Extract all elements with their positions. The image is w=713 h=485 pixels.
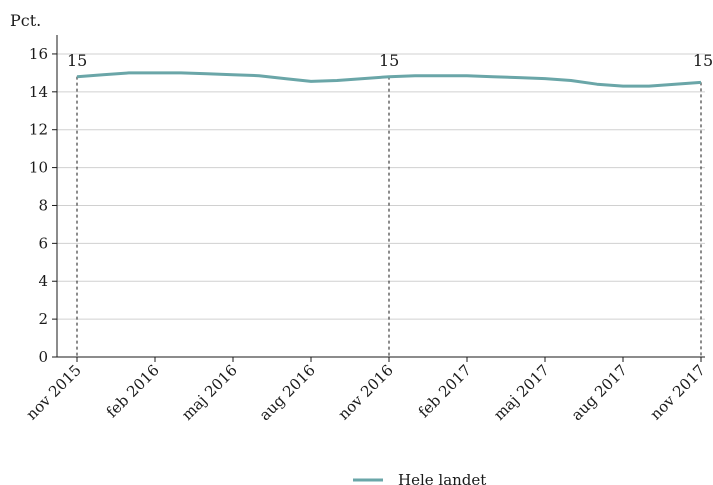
data-label: 15 bbox=[379, 51, 399, 70]
reference-lines bbox=[76, 76, 702, 357]
y-tick-label: 2 bbox=[38, 310, 48, 328]
x-tick-label: feb 2016 bbox=[103, 361, 163, 421]
x-tick-label: nov 2015 bbox=[23, 361, 85, 423]
x-tick-label: maj 2017 bbox=[490, 361, 553, 424]
y-tick-label: 6 bbox=[38, 234, 48, 252]
y-tick-label: 4 bbox=[38, 272, 48, 290]
x-tick-label: feb 2017 bbox=[415, 361, 475, 421]
gridlines bbox=[57, 53, 705, 320]
legend-label-hele-landet: Hele landet bbox=[398, 471, 486, 485]
y-tick-label: 8 bbox=[38, 196, 48, 214]
y-tick-label: 12 bbox=[29, 121, 48, 139]
y-tick-label: 0 bbox=[38, 348, 48, 366]
x-tick-label: nov 2016 bbox=[335, 361, 397, 423]
data-label: 15 bbox=[67, 51, 87, 70]
x-tick-label: maj 2016 bbox=[178, 361, 241, 424]
y-tick-label: 10 bbox=[29, 159, 48, 177]
series-line-hele-landet bbox=[76, 71, 702, 88]
legend: Hele landet bbox=[353, 471, 486, 485]
x-tick-label: aug 2016 bbox=[256, 361, 319, 424]
y-axis-unit-label: Pct. bbox=[10, 11, 41, 30]
series-layer bbox=[76, 71, 702, 88]
y-tick-label: 16 bbox=[29, 45, 48, 63]
y-tick-label: 14 bbox=[29, 83, 48, 101]
data-label: 15 bbox=[693, 51, 713, 70]
x-tick-label: aug 2017 bbox=[568, 361, 631, 424]
data-labels: 15 15 15 bbox=[67, 51, 713, 70]
x-tick-label: nov 2017 bbox=[647, 361, 709, 423]
x-axis-ticks: nov 2015 feb 2016 maj 2016 aug 2016 nov 2016… bbox=[23, 357, 709, 424]
y-axis-ticks: 0 2 4 6 8 10 12 14 16 bbox=[29, 45, 57, 366]
